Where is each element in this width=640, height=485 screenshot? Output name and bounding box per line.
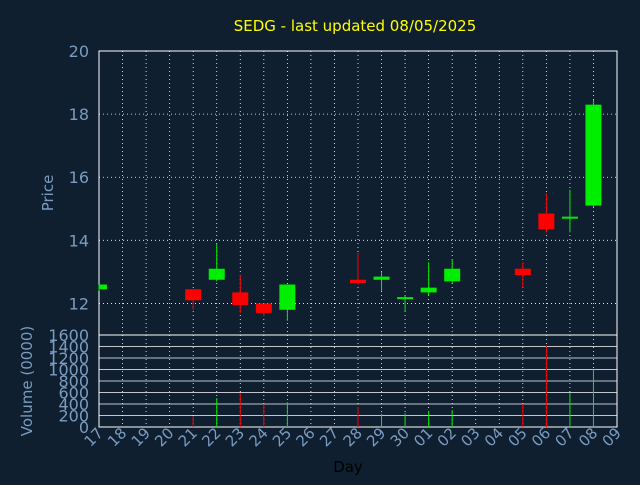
price-y-tick-label: 16 <box>69 168 89 187</box>
volume-series <box>192 345 594 427</box>
candle-body <box>561 216 578 219</box>
price-plot-frame <box>98 50 618 336</box>
x-tick-label: 09 <box>599 424 625 450</box>
volume-y-tick-label: 1600 <box>48 326 89 345</box>
x-tick-label: 21 <box>175 424 201 450</box>
candle-body <box>208 268 225 280</box>
volume-axis-label: Volume (0000) <box>18 326 36 436</box>
price-y-tick-labels: 12 14 16 18 20 <box>69 42 89 313</box>
price-axis-label: Price <box>39 175 57 212</box>
candle-body <box>232 292 249 306</box>
candle-body <box>373 276 390 280</box>
x-tick-label: 29 <box>363 424 389 450</box>
x-tick-label: 26 <box>293 424 319 450</box>
x-tick-label: 24 <box>245 424 271 450</box>
candle-body <box>279 284 296 310</box>
price-y-tick-label: 14 <box>69 231 89 250</box>
x-tick-label: 28 <box>340 424 366 450</box>
volume-y-tick-label: 400 <box>58 395 89 414</box>
candle-body <box>99 284 107 290</box>
volume-y-tick-label: 1000 <box>48 361 89 380</box>
x-tick-label: 27 <box>316 424 342 450</box>
x-tick-label: 08 <box>575 424 601 450</box>
volume-y-tick-label: 1200 <box>48 349 89 368</box>
candle-body <box>185 289 202 301</box>
candle-body <box>350 279 366 283</box>
x-tick-label: 06 <box>528 424 554 450</box>
candle-body <box>444 268 461 282</box>
x-tick-label: 03 <box>457 424 483 450</box>
x-tick-label: 07 <box>552 424 578 450</box>
candle-body <box>420 287 437 293</box>
volume-y-tick-label: 200 <box>58 407 89 426</box>
x-tick-label: 23 <box>222 424 248 450</box>
x-tick-label: 22 <box>198 424 224 450</box>
x-axis-label: Day <box>333 458 363 476</box>
candlestick-series <box>98 99 602 321</box>
chart-title: SEDG - last updated 08/05/2025 <box>234 17 477 35</box>
candle-body <box>514 268 531 276</box>
volume-y-tick-label: 600 <box>58 384 89 403</box>
candle-body <box>397 297 414 300</box>
x-tick-label: 02 <box>434 424 460 450</box>
x-tick-label: 18 <box>104 424 130 450</box>
x-tick-label: 19 <box>128 424 154 450</box>
candle-body <box>255 303 272 313</box>
candle-body <box>585 104 602 206</box>
x-tick-label: 20 <box>151 424 177 450</box>
candle-body <box>538 213 555 230</box>
price-y-tick-label: 12 <box>69 294 89 313</box>
volume-y-tick-label: 0 <box>79 418 89 437</box>
x-tick-label: 25 <box>269 424 295 450</box>
price-grid <box>99 51 617 335</box>
price-y-tick-label: 20 <box>69 42 89 61</box>
volume-y-tick-label: 800 <box>58 372 89 391</box>
x-tick-label: 30 <box>387 424 413 450</box>
x-tick-label: 04 <box>481 424 507 450</box>
x-tick-label: 05 <box>504 424 530 450</box>
volume-y-tick-label: 1400 <box>48 338 89 357</box>
price-y-tick-label: 18 <box>69 105 89 124</box>
x-tick-label: 01 <box>410 424 436 450</box>
x-tick-labels: 1718192021222324252627282930010203040506… <box>81 424 625 450</box>
